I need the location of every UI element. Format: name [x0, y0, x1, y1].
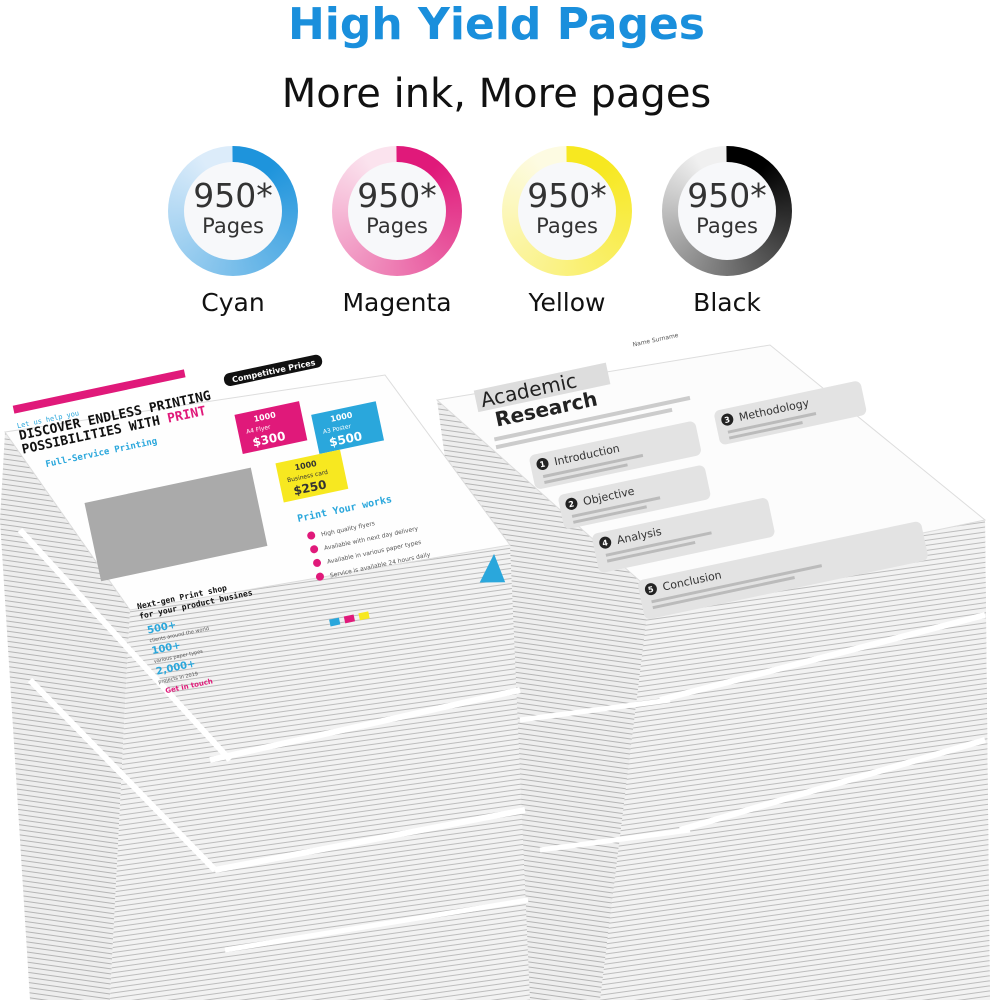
price-value: $250 [292, 477, 328, 498]
section-number-badge [536, 457, 549, 470]
section-number-badge [721, 413, 734, 426]
section-number-badge [644, 583, 657, 596]
yield-value: 950* [687, 176, 767, 215]
yield-ring-center: 950* Pages [348, 162, 446, 260]
section-number: 5 [647, 585, 655, 595]
yield-ring-black: 950* Pages [662, 146, 792, 276]
subheadline: More ink, More pages [281, 71, 712, 117]
yield-ring-center: 950* Pages [184, 162, 282, 260]
research-section-box [558, 465, 711, 529]
section-number: 1 [539, 459, 547, 469]
section-number-badge [565, 497, 578, 510]
color-label: Yellow [528, 288, 606, 317]
check-icon [313, 558, 322, 567]
yield-unit: Pages [696, 214, 758, 238]
price-tile [234, 401, 308, 454]
yield-value: 950* [193, 176, 273, 215]
color-label: Black [693, 288, 761, 317]
section-number: 2 [568, 499, 575, 509]
yield-ring-cyan: 950* Pages [168, 146, 298, 276]
check-icon [310, 545, 319, 554]
left-paper-stack [0, 374, 530, 1000]
research-author: Name Surname [632, 332, 679, 349]
yield-unit: Pages [202, 214, 264, 238]
yield-ring-magenta: 950* Pages [332, 146, 462, 276]
flyer-accent-bar [12, 369, 186, 414]
research-section-box [529, 421, 701, 489]
section-number: 4 [601, 538, 609, 548]
yield-ring-yellow: 950* Pages [502, 146, 632, 276]
headline: High Yield Pages [287, 0, 705, 50]
yield-value: 950* [527, 176, 607, 215]
yield-value: 950* [357, 176, 437, 215]
flyer-image-placeholder [84, 467, 268, 582]
color-label: Cyan [201, 288, 265, 317]
yield-ring-center: 950* Pages [518, 162, 616, 260]
check-icon [307, 531, 316, 540]
research-section-box [714, 381, 867, 445]
price-value: $500 [328, 429, 364, 450]
flyer-triangle [479, 553, 506, 583]
yield-unit: Pages [536, 214, 598, 238]
section-number: 3 [724, 415, 731, 425]
yield-ring-center: 950* Pages [678, 162, 776, 260]
price-value: $300 [251, 429, 287, 450]
check-icon [315, 572, 324, 581]
price-tile [311, 401, 385, 455]
color-label: Magenta [342, 288, 452, 317]
price-tile [275, 449, 349, 503]
yield-unit: Pages [366, 214, 428, 238]
section-number-badge [599, 536, 612, 549]
